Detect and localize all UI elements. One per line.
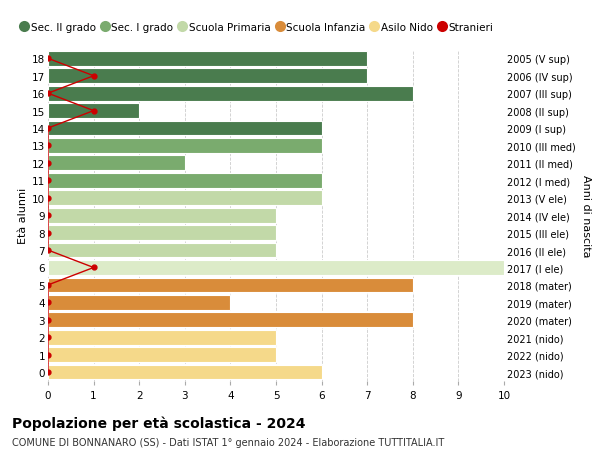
Text: COMUNE DI BONNANARO (SS) - Dati ISTAT 1° gennaio 2024 - Elaborazione TUTTITALIA.: COMUNE DI BONNANARO (SS) - Dati ISTAT 1°… [12,437,444,447]
Bar [48,278,413,293]
Y-axis label: Età alunni: Età alunni [18,188,28,244]
Bar [48,191,322,206]
Bar [48,104,139,119]
Bar [48,347,276,362]
Bar [48,87,413,101]
Bar [48,208,276,223]
Bar [48,69,367,84]
Bar [48,156,185,171]
Bar [48,139,322,154]
Text: Popolazione per età scolastica - 2024: Popolazione per età scolastica - 2024 [12,415,305,430]
Bar [48,330,276,345]
Bar [48,226,276,241]
Bar [48,295,230,310]
Bar [48,52,367,67]
Bar [48,174,322,188]
Legend: Sec. II grado, Sec. I grado, Scuola Primaria, Scuola Infanzia, Asilo Nido, Stran: Sec. II grado, Sec. I grado, Scuola Prim… [21,22,494,33]
Y-axis label: Anni di nascita: Anni di nascita [581,174,591,257]
Bar [48,313,413,327]
Bar [48,121,322,136]
Bar [48,365,322,380]
Bar [48,261,504,275]
Bar [48,243,276,258]
